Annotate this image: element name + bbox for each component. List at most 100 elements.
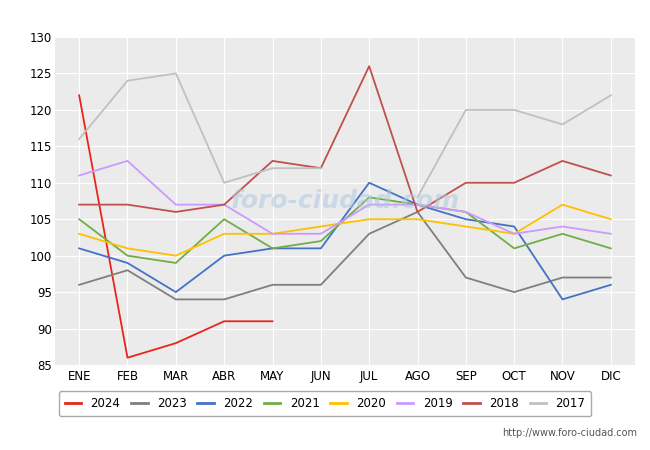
- Legend: 2024, 2023, 2022, 2021, 2020, 2019, 2018, 2017: 2024, 2023, 2022, 2021, 2020, 2019, 2018…: [58, 392, 592, 416]
- 2023: [172, 297, 180, 302]
- 2020: [462, 224, 470, 229]
- 2018: [124, 202, 131, 207]
- 2019: [268, 231, 276, 237]
- 2022: [124, 260, 131, 265]
- 2019: [510, 231, 518, 237]
- 2018: [268, 158, 276, 164]
- Line: 2019: 2019: [79, 161, 611, 234]
- 2018: [75, 202, 83, 207]
- 2017: [172, 71, 180, 76]
- 2022: [462, 216, 470, 222]
- 2019: [365, 202, 373, 207]
- 2023: [220, 297, 228, 302]
- 2023: [365, 231, 373, 237]
- Line: 2020: 2020: [79, 205, 611, 256]
- 2021: [75, 216, 83, 222]
- 2021: [413, 202, 421, 207]
- 2018: [365, 63, 373, 69]
- 2020: [558, 202, 566, 207]
- 2021: [124, 253, 131, 258]
- 2020: [124, 246, 131, 251]
- 2024: [124, 355, 131, 360]
- 2022: [220, 253, 228, 258]
- 2017: [268, 166, 276, 171]
- 2020: [607, 216, 615, 222]
- 2018: [558, 158, 566, 164]
- 2017: [413, 195, 421, 200]
- 2019: [124, 158, 131, 164]
- 2019: [172, 202, 180, 207]
- 2024: [75, 93, 83, 98]
- 2022: [510, 224, 518, 229]
- 2018: [413, 209, 421, 215]
- 2017: [558, 122, 566, 127]
- Line: 2021: 2021: [79, 198, 611, 263]
- 2018: [462, 180, 470, 185]
- 2021: [317, 238, 325, 244]
- Text: http://www.foro-ciudad.com: http://www.foro-ciudad.com: [502, 428, 637, 438]
- Line: 2017: 2017: [79, 73, 611, 198]
- 2018: [172, 209, 180, 215]
- 2020: [510, 231, 518, 237]
- 2020: [75, 231, 83, 237]
- 2017: [124, 78, 131, 83]
- 2019: [607, 231, 615, 237]
- 2020: [317, 224, 325, 229]
- 2018: [510, 180, 518, 185]
- 2023: [124, 268, 131, 273]
- 2019: [558, 224, 566, 229]
- 2018: [607, 173, 615, 178]
- 2021: [365, 195, 373, 200]
- 2021: [558, 231, 566, 237]
- Line: 2024: 2024: [79, 95, 272, 358]
- 2021: [268, 246, 276, 251]
- 2023: [462, 275, 470, 280]
- 2023: [510, 289, 518, 295]
- 2023: [317, 282, 325, 288]
- 2024: [172, 341, 180, 346]
- 2022: [365, 180, 373, 185]
- Text: Afiliados en Garlitos a 31/5/2024: Afiliados en Garlitos a 31/5/2024: [177, 7, 473, 25]
- 2023: [75, 282, 83, 288]
- 2017: [75, 136, 83, 142]
- 2022: [317, 246, 325, 251]
- 2021: [607, 246, 615, 251]
- 2023: [558, 275, 566, 280]
- 2022: [268, 246, 276, 251]
- 2017: [607, 93, 615, 98]
- 2021: [172, 260, 180, 265]
- 2023: [413, 209, 421, 215]
- 2019: [413, 202, 421, 207]
- 2020: [172, 253, 180, 258]
- Text: foro-ciudad.com: foro-ciudad.com: [230, 189, 460, 213]
- 2017: [510, 107, 518, 112]
- 2019: [317, 231, 325, 237]
- Line: 2022: 2022: [79, 183, 611, 299]
- 2022: [413, 202, 421, 207]
- 2021: [462, 209, 470, 215]
- 2017: [317, 166, 325, 171]
- 2022: [558, 297, 566, 302]
- Line: 2018: 2018: [79, 66, 611, 212]
- Line: 2023: 2023: [79, 212, 611, 299]
- 2019: [75, 173, 83, 178]
- 2023: [607, 275, 615, 280]
- 2019: [462, 209, 470, 215]
- 2022: [607, 282, 615, 288]
- 2024: [268, 319, 276, 324]
- 2020: [413, 216, 421, 222]
- 2017: [220, 180, 228, 185]
- 2019: [220, 202, 228, 207]
- 2020: [268, 231, 276, 237]
- 2020: [220, 231, 228, 237]
- 2017: [462, 107, 470, 112]
- 2020: [365, 216, 373, 222]
- 2022: [172, 289, 180, 295]
- 2023: [268, 282, 276, 288]
- 2018: [220, 202, 228, 207]
- 2021: [220, 216, 228, 222]
- 2022: [75, 246, 83, 251]
- 2021: [510, 246, 518, 251]
- 2018: [317, 166, 325, 171]
- 2024: [220, 319, 228, 324]
